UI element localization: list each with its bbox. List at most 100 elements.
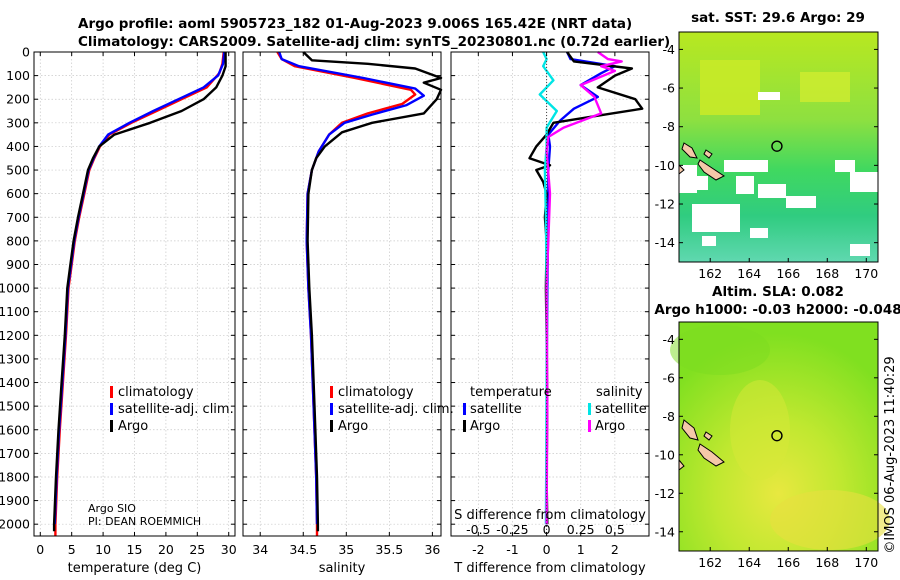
x-tick-label: 20 [158,542,174,557]
y-tick-label: 1600 [0,422,30,437]
y-tick-label: 1200 [0,328,30,343]
x-tick-label: 35.5 [375,542,403,557]
y-tick-label: 800 [6,233,30,248]
map-x-tick-label: 170 [854,266,878,281]
sst-map-frame [678,31,879,263]
difference-legend: temperature satellite Argo salinity sate… [463,385,647,434]
y-tick-label: 1500 [0,399,30,414]
vanuatu-islands [678,419,725,472]
legend-s-satellite: satellite [595,402,647,417]
series-climatology [54,51,225,536]
map-x-tick-label: 170 [854,555,878,570]
map-axes: 162 164 166 168 170 -4 -6 -8 -10 -12 -14 162 164 166 1… [655,42,879,570]
legend-swatch-s-satellite [588,403,591,415]
y-tick-label: 600 [6,186,30,201]
legend-swatch-argo [330,420,333,432]
y-tick-label: 700 [6,210,30,225]
legend-swatch-climatology [330,386,333,398]
legend-salinity-title: salinity [596,385,643,400]
copyright-watermark: ©IMOS 06-Aug-2023 11:40:29 [883,356,898,553]
map-x-tick-label: 168 [815,555,839,570]
sla-map-title-1: Altim. SLA: 0.082 [712,284,844,300]
x-tick-label: 30 [221,542,237,557]
sla-high-patch [770,490,890,550]
sla-map-frame [678,321,879,552]
x-axis-label: salinity [319,561,366,576]
legend-swatch-t-satellite [463,403,466,415]
argo-position-marker [771,140,783,152]
y-tick-label: 1400 [0,375,30,390]
sst-patch [700,60,760,115]
argo-position-marker [771,429,783,442]
x2-axis-label: S difference from climatology [454,508,646,523]
legend-argo: Argo [338,419,368,434]
legend-temperature-title: temperature [470,385,552,400]
sst-map [678,31,879,263]
map-x-tick-label: 164 [737,555,761,570]
legend-satellite: satellite-adj. clim. [338,402,454,417]
x2-tick-label: -0.25 [496,522,528,537]
x-tick-label: 5 [68,542,76,557]
x-tick-label: -1 [506,542,518,557]
sla-high-patch [730,380,790,480]
sst-patch [800,72,850,102]
x-tick-label: 36 [424,542,440,557]
panel-frame [450,51,650,537]
x-tick-label: 34 [252,542,268,557]
salinity-legend: climatology satellite-adj. clim. Argo [330,385,454,434]
argo-pi-label: PI: DEAN ROEMMICH [88,515,201,528]
x-tick-label: 25 [189,542,205,557]
y-tick-label: 1100 [0,304,30,319]
sla-low-patch [670,325,770,375]
x-tick-label: 34.5 [289,542,317,557]
temperature-panel: 0 5 10 15 20 25 30 temperature (deg C) 0 100 200 30… [0,45,237,577]
y-tick-label: 1300 [0,351,30,366]
temperature-legend: climatology satellite-adj. clim. Argo Ar… [88,385,234,528]
legend-swatch-satellite [330,403,333,415]
x-tick-label: 0 [543,542,551,557]
map-y-tick-label: -6 [663,370,676,385]
map-y-tick-label: -14 [655,235,675,250]
difference-panel: -2 -1 0 1 2 T difference from climatology S di… [450,51,650,576]
y-tick-label: 1000 [0,281,30,296]
series-s-argo [545,51,623,525]
map-y-tick-label: -12 [655,486,675,501]
x-axis-label: T difference from climatology [453,561,646,576]
y-tick-label: 0 [22,45,30,60]
legend-climatology: climatology [118,385,194,400]
salinity-panel: 34 34.5 35 35.5 36 salinity [242,51,443,576]
x-tick-label: 2 [611,542,619,557]
y-tick-label: 900 [6,257,30,272]
x2-tick-label: 0.25 [567,522,595,537]
legend-t-satellite: satellite [470,402,522,417]
map-y-tick-label: -10 [655,447,675,462]
legend-t-argo: Argo [470,419,500,434]
legend-swatch-s-argo [588,420,591,432]
map-y-tick-label: -4 [663,332,676,347]
map-y-tick-label: -8 [663,409,676,424]
panel-frame [242,51,442,537]
x-tick-label: -2 [472,542,484,557]
legend-swatch-satellite [110,403,113,415]
map-y-tick-label: -6 [663,81,676,96]
map-y-tick-label: -10 [655,158,675,173]
series-argo [302,51,443,532]
x-tick-label: 35 [338,542,354,557]
sst-map-title: sat. SST: 29.6 Argo: 29 [691,10,865,26]
map-x-tick-label: 164 [737,266,761,281]
sla-map-title-2: Argo h1000: -0.03 h2000: -0.048 [654,302,900,318]
y-tick-label: 400 [6,139,30,154]
x-tick-label: 1 [577,542,585,557]
sla-map [670,321,890,552]
x-axis-label: temperature (deg C) [68,561,202,576]
x-tick-label: 0 [36,542,44,557]
x2-tick-label: -0.5 [466,522,490,537]
map-y-tick-label: -8 [663,119,676,134]
map-x-tick-label: 162 [698,266,722,281]
legend-satellite: satellite-adj. clim. [118,402,234,417]
y-tick-label: 2000 [0,517,30,532]
legend-swatch-t-argo [463,420,466,432]
y-tick-label: 1900 [0,493,30,508]
x2-tick-label: 0.5 [605,522,625,537]
